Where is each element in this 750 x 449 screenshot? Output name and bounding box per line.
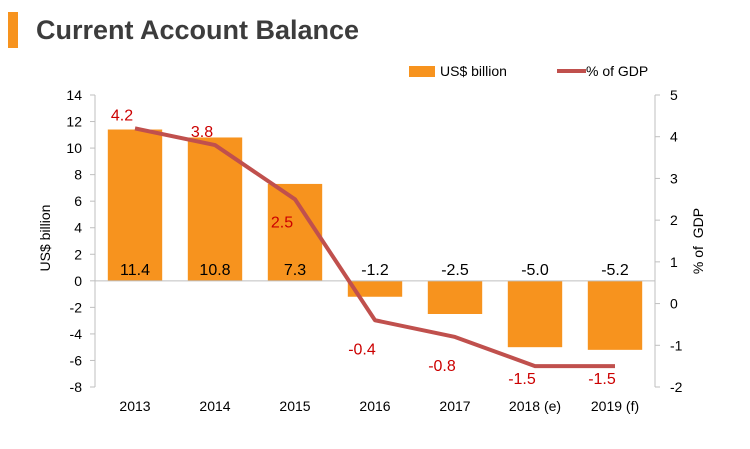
gdp-line [134,126,615,369]
y-tick-label: 4 [74,220,82,236]
y2-tick-label: 3 [670,170,678,186]
y-tick-label: 6 [74,193,82,209]
bar-2019 (f) [587,280,643,350]
y-tick-label: 10 [66,140,82,156]
line-value-labels: 4.2 3.8 2.5 -0.4 -0.8 -1.5 -1.5 [111,107,616,388]
x-tick-label: 2013 [119,398,150,414]
x-tick-label: 2016 [359,398,390,414]
y-tick-label: -2 [70,299,83,315]
bar-2013 [107,129,163,281]
x-tick-label: 2017 [439,398,470,414]
bar-value-labels: 11.4 10.8 7.3 -1.2 -2.5 -5.0 -5.2 [120,262,629,279]
y-tick-label: -4 [70,326,83,342]
y-tick-label: 0 [74,273,82,289]
y-tick-label: 2 [74,246,82,262]
bar-2017 [427,280,483,314]
y-tick-label: 14 [66,87,82,103]
y2-tick-label: -2 [670,379,683,395]
x-tick-label: 2015 [279,398,310,414]
y2-tick-label: 1 [670,254,678,270]
y-tick-label: 12 [66,114,82,130]
line-label: -1.5 [588,371,616,388]
legend-swatch-bar [409,66,435,77]
bar-2016 [347,280,403,297]
bar-label: 11.4 [120,262,150,279]
line-label: -0.4 [348,341,376,358]
title-block: Current Account Balance [8,12,359,48]
bar-label: -5.2 [601,262,629,279]
y2-tick-label: -1 [670,337,683,353]
line-label: 3.8 [191,124,213,141]
y-tick-label: -8 [70,379,83,395]
y2-axis-ticks: 5 4 3 2 1 0 -1 -2 [655,87,683,395]
y-axis-title: US$ billion [37,205,53,272]
y2-tick-label: 2 [670,212,678,228]
line-label: 2.5 [271,214,293,231]
line-label: 4.2 [111,107,133,124]
bar-2014 [187,137,243,281]
x-tick-label: 2018 (e) [509,398,561,414]
bar-2018 (e) [507,280,563,348]
legend: US$ billion % of GDP [409,63,648,79]
legend-label-line: % of GDP [586,63,648,79]
line-label: -1.5 [508,371,536,388]
chart-title: Current Account Balance [36,14,360,45]
line-label: -0.8 [428,358,456,375]
y-tick-label: -6 [70,352,83,368]
x-tick-label: 2019 (f) [591,398,639,414]
y-tick-label: 8 [74,167,82,183]
x-axis-labels: 2013 2014 2015 2016 2017 2018 (e) 2019 (f) [119,398,639,414]
x-tick-label: 2014 [199,398,230,414]
title-accent-bar [8,12,18,48]
y2-tick-label: 5 [670,87,678,103]
y2-axis-title: % of GDP [690,208,706,274]
legend-label-bar: US$ billion [440,63,507,79]
bar-label: 10.8 [199,262,230,279]
bar-label: 7.3 [284,262,306,279]
y2-tick-label: 4 [670,129,678,145]
y-axis-ticks: 14 12 10 8 6 4 2 0 -2 -4 -6 -8 [66,87,95,395]
y2-tick-label: 0 [670,296,678,312]
bar-label: -5.0 [521,262,549,279]
bar-label: -1.2 [361,262,389,279]
bar-label: -2.5 [441,262,469,279]
